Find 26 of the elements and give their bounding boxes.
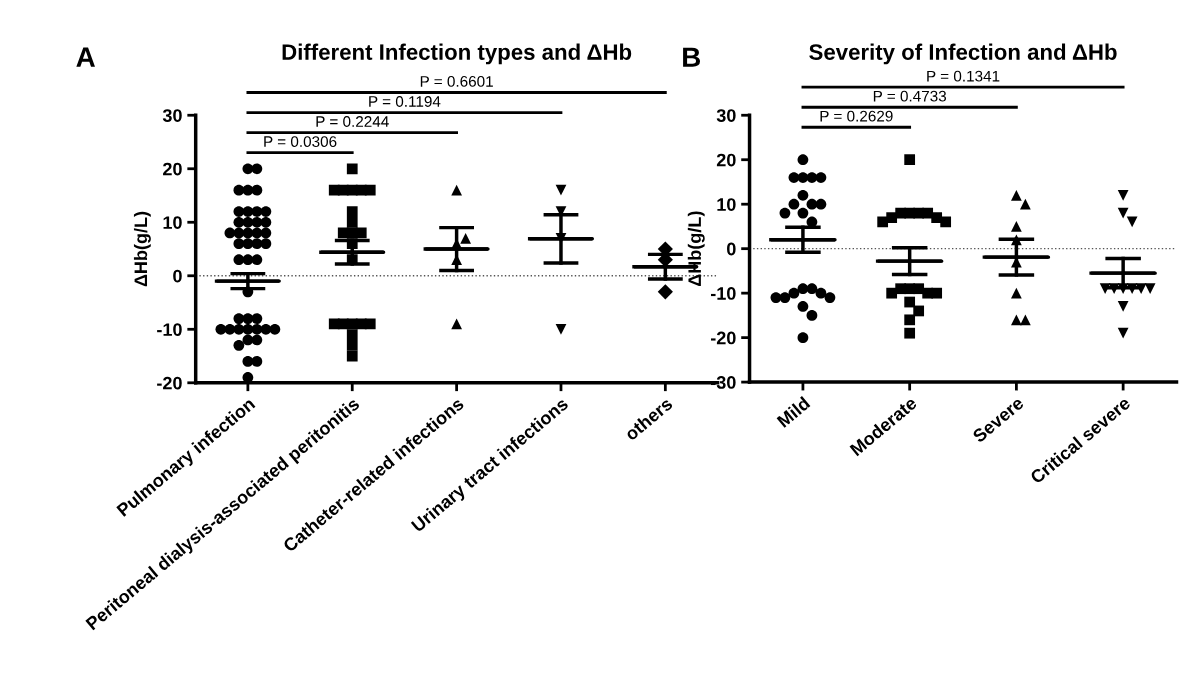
text: A [76,47,95,67]
y-axis-title: ΔHb(g/L) [133,211,151,287]
chart-title: Different Infection types and ΔHb [282,43,632,65]
y-axis-title: ΔHb(g/L) [687,211,705,287]
annotation: P = 0.2629 [820,110,893,122]
text: P = 0.1341 [927,70,1000,82]
y-tick-label: -30 [710,376,736,389]
chart-title: Severity of Infection and ΔHb [809,43,1117,65]
y-tick-label: 0 [727,242,736,256]
y-tick-label: 30 [162,109,182,122]
y-tick-label: -10 [157,323,182,336]
y-tick-label: -20 [710,331,736,345]
y-tick-label: 10 [163,216,182,229]
y-tick-label: 20 [163,162,182,176]
y-tick-label: -20 [157,376,182,390]
text: P = 0.1194 [369,96,441,107]
y-tick-label: 10 [717,198,736,211]
annotation: P = 0.0306 [264,136,337,148]
y-tick-label: -10 [710,287,736,300]
y-tick-label: 20 [716,153,736,167]
text: P = 0.6601 [420,75,493,87]
text: P = 0.4733 [873,90,947,102]
y-tick-label: 0 [173,269,182,283]
text: B [683,47,701,67]
y-tick-label: 30 [716,109,736,122]
annotation: P = 0.2244 [316,116,389,127]
